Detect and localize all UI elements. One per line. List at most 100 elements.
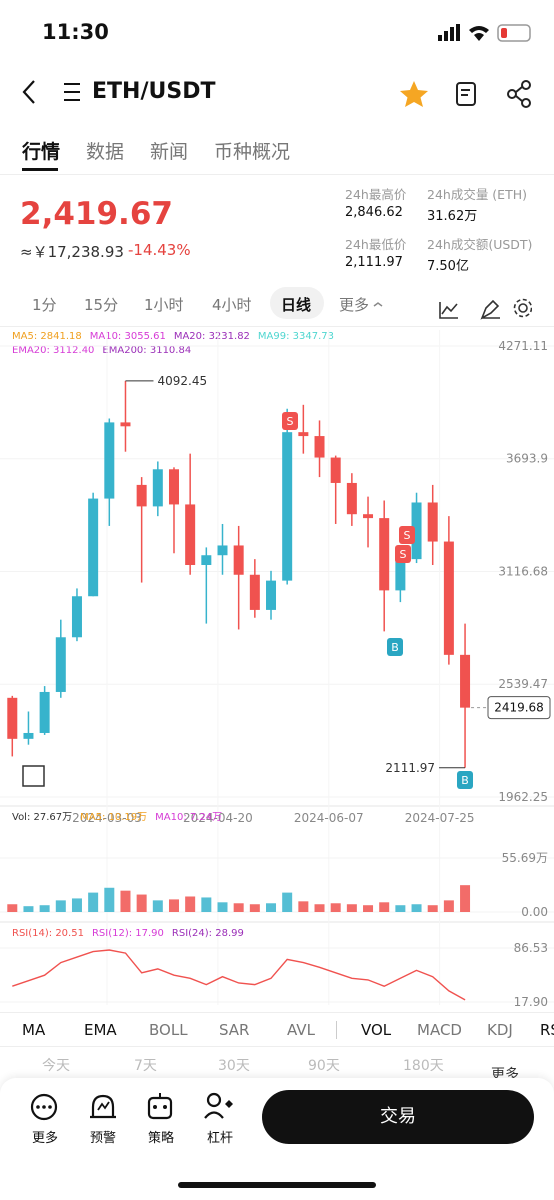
range-row: 今天 7天 30天 90天 180天 更多: [0, 1046, 554, 1083]
legend-item: MA99: 3347.73: [258, 331, 334, 342]
vol-tick-label: 0.00: [521, 905, 548, 919]
interval[interactable]: 1小时: [144, 296, 184, 314]
volume-bar: [233, 903, 244, 912]
indicator[interactable]: MACD: [417, 1021, 462, 1039]
indicator[interactable]: AVL: [287, 1021, 315, 1039]
candle-body: [233, 545, 244, 575]
volume-bar: [249, 904, 260, 912]
interval[interactable]: 1分: [32, 296, 57, 314]
stat-label: 24h最低价: [345, 237, 407, 252]
last-price-box: [487, 696, 551, 720]
volume-bar: [379, 902, 390, 912]
clock: 11:30: [42, 20, 109, 44]
legend-item: MA5: 2841.18: [12, 331, 82, 342]
last-price-label: 2419.68: [494, 701, 544, 715]
indicator[interactable]: SAR: [219, 1021, 250, 1039]
signal-marker: [282, 412, 298, 430]
volume-bar: [266, 903, 277, 912]
vol-legend: MA10: 7.24万: [155, 812, 222, 823]
y-tick-label: 4271.11: [498, 339, 548, 353]
vol-legend: Vol: 27.67万: [12, 812, 72, 823]
rsi-line: [12, 949, 466, 1001]
indicator[interactable]: KDJ: [487, 1021, 513, 1039]
range[interactable]: 30天: [218, 1058, 250, 1074]
signal-label: S: [404, 529, 411, 542]
nav-icons[interactable]: [26, 1090, 246, 1124]
trade-button[interactable]: 交易: [262, 1090, 534, 1144]
tab[interactable]: 行情: [22, 141, 61, 163]
candle-body: [330, 457, 341, 483]
rsi-legend: RSI(14): 20.51: [12, 928, 84, 939]
volume-bar: [395, 905, 406, 912]
indicator[interactable]: MA: [22, 1021, 46, 1039]
signal-label: B: [391, 641, 399, 654]
indicator[interactable]: BOLL: [149, 1021, 188, 1039]
pair: ETH/USDT: [92, 79, 216, 104]
candle-body: [346, 482, 357, 515]
volume-bar: [330, 903, 341, 912]
candle-body: [168, 469, 179, 505]
interval[interactable]: 更多: [339, 296, 370, 314]
volume-bar: [7, 904, 18, 912]
candle-body: [136, 484, 147, 507]
nav-label[interactable]: 策略: [148, 1131, 175, 1146]
candle-body: [23, 732, 34, 739]
y-tick-label: 2539.47: [498, 677, 548, 691]
candle-body: [379, 518, 390, 591]
range[interactable]: 今天: [42, 1058, 70, 1074]
volume-bar: [443, 900, 454, 912]
range[interactable]: 180天: [403, 1058, 444, 1074]
candle-body: [363, 514, 374, 519]
action-icons[interactable]: [398, 78, 538, 110]
indicator[interactable]: VOL: [361, 1021, 392, 1039]
tab[interactable]: 币种概况: [214, 141, 291, 163]
indicator[interactable]: RSI: [540, 1021, 554, 1039]
candle-body: [266, 580, 277, 610]
volume-bar: [71, 898, 82, 912]
signal-label: S: [287, 415, 294, 428]
range[interactable]: 90天: [308, 1058, 340, 1074]
volume-bar: [88, 892, 99, 912]
interval[interactable]: 15分: [84, 296, 119, 314]
indicator[interactable]: EMA: [84, 1021, 117, 1039]
nav-label[interactable]: 杠杆: [207, 1131, 234, 1146]
interval[interactable]: 4小时: [212, 296, 252, 314]
volume-bar: [411, 904, 422, 912]
range[interactable]: 7天: [134, 1058, 157, 1074]
volume-bar: [282, 892, 293, 912]
candle-body: [7, 697, 18, 739]
candle-body: [249, 574, 260, 610]
volume-bar: [298, 901, 309, 912]
interval[interactable]: 日线: [281, 296, 312, 314]
header-icons[interactable]: [18, 78, 98, 108]
tab-underline: [22, 168, 58, 171]
volume-bar: [120, 890, 131, 912]
candle-body: [443, 541, 454, 655]
candle-body: [201, 555, 212, 565]
stat-value: 2,111.97: [345, 255, 403, 270]
signal-marker: [395, 545, 411, 563]
expand-icon[interactable]: [22, 765, 45, 787]
x-tick-label: 2024-07-25: [405, 811, 475, 825]
y-tick-label: 3116.68: [498, 565, 548, 579]
volume-bar: [460, 885, 471, 912]
nav-label[interactable]: 更多: [32, 1131, 59, 1146]
x-tick-label: 2024-03-03: [72, 811, 142, 825]
interval-selected-bg: [270, 287, 324, 319]
chart-tools[interactable]: [372, 298, 532, 322]
status-icons: [438, 24, 531, 42]
candle-body: [39, 691, 50, 733]
tab[interactable]: 新闻: [150, 141, 189, 163]
separator: [336, 1021, 337, 1039]
x-tick-label: 2024-04-20: [183, 811, 253, 825]
stat-label: 24h成交额(USDT): [427, 237, 533, 252]
legend-item: EMA20: 3112.40: [12, 345, 94, 356]
volume-bar: [217, 902, 228, 912]
rsi-tick-label: 86.53: [514, 941, 548, 955]
tab[interactable]: 数据: [86, 141, 125, 163]
stat-label: 24h最高价: [345, 187, 407, 202]
volume-bar: [185, 896, 196, 912]
nav-label[interactable]: 预警: [90, 1131, 117, 1146]
signal-marker: [457, 771, 473, 789]
